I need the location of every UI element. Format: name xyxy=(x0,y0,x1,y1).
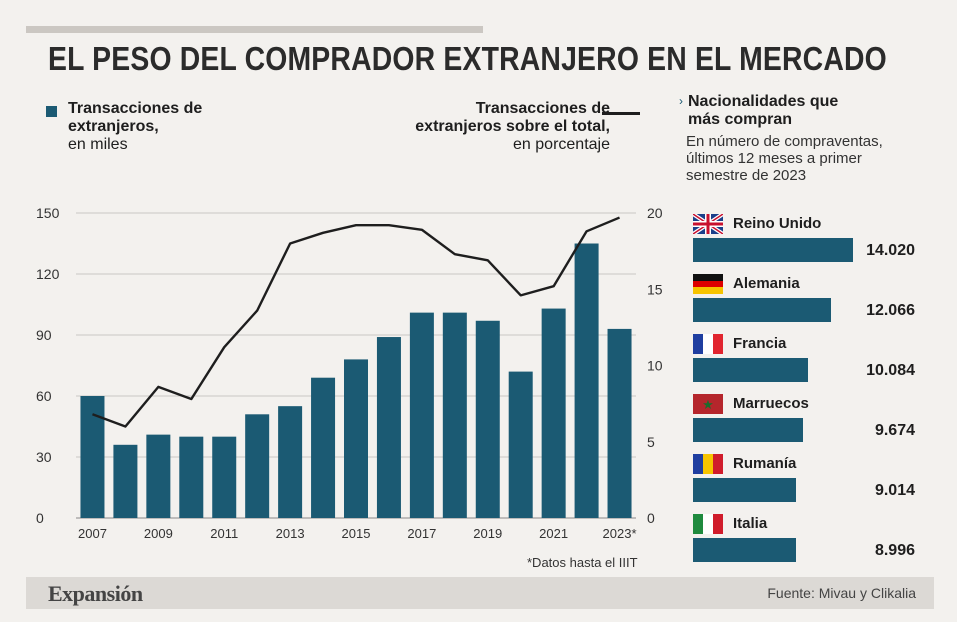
brand-logo: Expansión xyxy=(48,581,143,606)
line-legend-title-1: Transacciones de xyxy=(475,100,610,117)
line-legend-swatch xyxy=(602,112,640,115)
bars-legend-unit: en miles xyxy=(68,136,128,153)
bar-2022 xyxy=(574,243,599,518)
country-name: Alemania xyxy=(733,275,800,292)
country-value: 8.996 xyxy=(874,542,915,559)
svg-text:★: ★ xyxy=(702,398,714,413)
source-credit: Fuente: Mivau y Clikalia xyxy=(767,585,916,601)
bar-2018 xyxy=(442,312,467,518)
country-value: 12.066 xyxy=(866,302,915,319)
country-bar xyxy=(693,358,809,382)
country-name: Italia xyxy=(733,515,768,532)
x-tick-label: 2023* xyxy=(603,526,637,541)
country-name: Rumanía xyxy=(733,455,797,472)
nationalities-subtitle-3: semestre de 2023 xyxy=(686,167,807,184)
bar-2019 xyxy=(475,320,500,518)
y-left-tick-label: 150 xyxy=(36,205,60,221)
country-bar xyxy=(693,238,853,262)
x-tick-label: 2017 xyxy=(407,526,436,541)
bar-2011 xyxy=(212,436,237,518)
nationalities-title-1: Nacionalidades que xyxy=(688,93,839,110)
bar-2017 xyxy=(409,312,434,518)
y-left-tick-label: 0 xyxy=(36,510,44,526)
x-tick-label: 2015 xyxy=(342,526,371,541)
italy-flag-icon xyxy=(693,514,723,534)
y-right-tick-label: 10 xyxy=(647,358,663,374)
country-value: 14.020 xyxy=(866,242,915,259)
bar-2012 xyxy=(245,414,270,518)
bar-2016 xyxy=(376,337,401,518)
y-right-tick-label: 5 xyxy=(647,434,655,450)
country-bar xyxy=(693,298,831,322)
country-name: Reino Unido xyxy=(733,215,822,232)
y-left-tick-label: 30 xyxy=(36,449,52,465)
chevron-right-icon: › xyxy=(679,94,683,108)
x-tick-label: 2019 xyxy=(473,526,502,541)
bar-2014 xyxy=(311,377,336,518)
country-bar xyxy=(693,538,796,562)
top-rule xyxy=(26,26,483,33)
bar-2009 xyxy=(146,434,171,518)
y-left-tick-label: 60 xyxy=(36,388,52,404)
nationalities-title-2: más compran xyxy=(688,111,793,128)
france-flag-icon xyxy=(693,334,723,354)
x-tick-label: 2007 xyxy=(78,526,107,541)
country-value: 9.674 xyxy=(874,422,915,439)
footnote: *Datos hasta el IIIT xyxy=(527,555,638,570)
bars-legend-title-2: extranjeros, xyxy=(68,118,159,135)
bars-legend-swatch xyxy=(46,106,57,117)
y-right-tick-label: 15 xyxy=(647,281,663,297)
country-bar xyxy=(693,418,804,442)
nationalities-subtitle-1: En número de compraventas, xyxy=(686,133,883,150)
footer: Expansión Fuente: Mivau y Clikalia xyxy=(26,577,934,609)
y-left-tick-label: 90 xyxy=(36,327,52,343)
y-left-tick-label: 120 xyxy=(36,266,60,282)
x-tick-label: 2013 xyxy=(276,526,305,541)
bar-2010 xyxy=(179,436,204,518)
line-legend-unit: en porcentaje xyxy=(513,136,610,153)
bar-2021 xyxy=(541,308,566,518)
country-value: 9.014 xyxy=(874,482,915,499)
germany-flag-icon xyxy=(693,274,723,294)
line-legend: Transacciones de extranjeros sobre el to… xyxy=(310,100,610,154)
bar-2015 xyxy=(344,359,368,518)
morocco-flag-icon: ★ xyxy=(693,394,723,414)
y-right-tick-label: 0 xyxy=(647,510,655,526)
bar-2023* xyxy=(607,328,632,518)
country-name: Francia xyxy=(733,335,787,352)
nationalities-subtitle-2: últimos 12 meses a primer xyxy=(686,150,862,167)
country-bar xyxy=(693,478,796,502)
country-value: 10.084 xyxy=(866,362,915,379)
x-tick-label: 2009 xyxy=(144,526,173,541)
line-legend-title-2: extranjeros sobre el total, xyxy=(415,118,610,135)
bar-2020 xyxy=(508,371,533,518)
bar-2013 xyxy=(278,406,303,518)
x-tick-label: 2011 xyxy=(210,526,238,541)
x-tick-label: 2021 xyxy=(539,526,568,541)
page-title: EL PESO DEL COMPRADOR EXTRANJERO EN EL M… xyxy=(48,40,887,77)
bar-2008 xyxy=(113,444,138,518)
romania-flag-icon xyxy=(693,454,723,474)
uk-flag-icon xyxy=(693,214,723,234)
country-name: Marruecos xyxy=(733,395,809,412)
y-right-tick-label: 20 xyxy=(647,205,663,221)
bars-legend-title-1: Transacciones de xyxy=(68,100,203,117)
